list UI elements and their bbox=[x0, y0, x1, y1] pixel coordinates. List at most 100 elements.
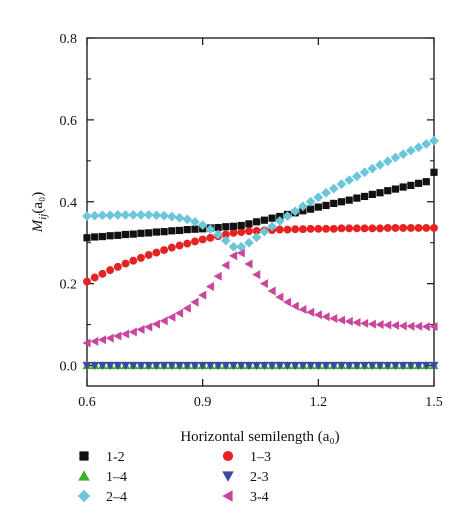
data-point bbox=[252, 226, 261, 235]
data-point bbox=[83, 277, 91, 286]
data-point bbox=[97, 335, 107, 345]
data-point bbox=[414, 361, 424, 371]
data-point bbox=[322, 224, 331, 233]
data-point bbox=[321, 312, 330, 322]
data-point bbox=[237, 221, 245, 230]
data-point bbox=[361, 192, 369, 201]
data-point bbox=[105, 361, 115, 371]
data-point bbox=[259, 279, 268, 289]
data-point bbox=[376, 189, 384, 197]
legend-entry: 1-2 bbox=[79, 450, 125, 465]
legend-label: 1–3 bbox=[250, 450, 271, 465]
data-point bbox=[98, 269, 107, 278]
data-point bbox=[151, 319, 160, 329]
data-point bbox=[121, 230, 130, 239]
data-point bbox=[298, 201, 308, 212]
data-point bbox=[205, 282, 214, 292]
legend-marker bbox=[222, 490, 233, 502]
data-point bbox=[314, 203, 322, 211]
y-label-sub: ij bbox=[37, 214, 49, 220]
data-point bbox=[214, 223, 222, 232]
data-point bbox=[151, 210, 162, 221]
data-point bbox=[352, 318, 361, 328]
data-point bbox=[422, 224, 431, 232]
legend-label: 2–4 bbox=[106, 490, 127, 505]
legend-entry: 1–4 bbox=[78, 470, 127, 485]
data-point bbox=[144, 322, 153, 332]
data-point bbox=[97, 361, 107, 371]
data-point bbox=[190, 297, 199, 307]
data-point bbox=[244, 259, 253, 269]
legend-entry: 2-3 bbox=[222, 470, 269, 485]
data-point bbox=[175, 241, 184, 250]
data-point bbox=[421, 361, 431, 371]
data-point bbox=[213, 271, 222, 281]
data-point bbox=[399, 224, 408, 232]
data-point bbox=[183, 239, 192, 248]
data-point bbox=[166, 211, 177, 222]
data-point bbox=[113, 262, 122, 271]
data-marks bbox=[82, 135, 439, 371]
data-point bbox=[375, 160, 385, 170]
data-point bbox=[367, 361, 377, 371]
data-point bbox=[282, 361, 292, 371]
legend-marker bbox=[222, 450, 234, 462]
y-label-main: M bbox=[30, 218, 46, 233]
data-point bbox=[229, 361, 239, 371]
data-point bbox=[344, 175, 355, 185]
data-point bbox=[399, 183, 407, 191]
data-point bbox=[168, 227, 176, 235]
data-point bbox=[275, 292, 284, 302]
data-point bbox=[105, 333, 114, 343]
data-point bbox=[251, 232, 262, 243]
data-point bbox=[175, 308, 184, 318]
data-point bbox=[244, 227, 253, 236]
data-point bbox=[298, 304, 307, 314]
data-point bbox=[329, 361, 339, 371]
data-point bbox=[136, 361, 146, 371]
data-point bbox=[345, 196, 353, 204]
data-point bbox=[174, 212, 185, 223]
data-point bbox=[383, 224, 392, 232]
data-point bbox=[337, 198, 346, 206]
data-point bbox=[430, 168, 438, 176]
data-point bbox=[260, 216, 268, 224]
data-point bbox=[336, 361, 346, 371]
data-point bbox=[167, 361, 177, 371]
data-point bbox=[375, 320, 384, 330]
data-point bbox=[368, 224, 377, 233]
data-point bbox=[421, 139, 432, 149]
legend-entry: 2–4 bbox=[77, 489, 127, 505]
data-point bbox=[321, 187, 331, 198]
data-point bbox=[121, 329, 130, 339]
data-point bbox=[143, 210, 154, 220]
data-point bbox=[91, 233, 99, 241]
data-point bbox=[298, 361, 308, 371]
legend: 1-2 1–3 1–4 2-3 2–4 3-4 bbox=[77, 450, 271, 505]
data-point bbox=[353, 194, 361, 202]
data-point bbox=[390, 152, 401, 163]
data-point bbox=[275, 225, 284, 234]
data-point bbox=[244, 237, 254, 248]
data-point bbox=[430, 224, 438, 232]
data-point bbox=[329, 224, 338, 233]
data-point bbox=[90, 336, 99, 346]
data-point bbox=[113, 331, 122, 341]
data-point bbox=[129, 230, 137, 238]
data-point bbox=[221, 260, 230, 270]
data-point bbox=[337, 224, 346, 233]
data-point bbox=[390, 361, 400, 371]
data-point bbox=[183, 226, 191, 234]
data-point bbox=[182, 303, 191, 313]
legend-label: 2-3 bbox=[250, 470, 269, 485]
data-point bbox=[160, 246, 169, 255]
data-point bbox=[406, 321, 415, 331]
data-point bbox=[236, 361, 246, 371]
data-point bbox=[136, 325, 145, 335]
data-point bbox=[197, 220, 208, 230]
data-point bbox=[313, 310, 322, 320]
data-point bbox=[82, 211, 92, 221]
x-axis-label: Horizontal semilength (a₀) bbox=[180, 429, 339, 445]
data-point bbox=[314, 224, 323, 233]
data-point bbox=[384, 187, 392, 195]
